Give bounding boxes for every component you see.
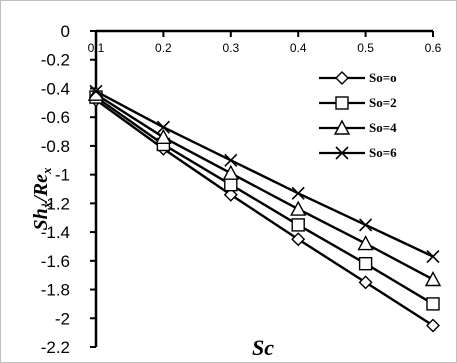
y-axis-title-sub2: x: [39, 167, 54, 175]
legend-item: So=4: [319, 119, 397, 135]
x-tick-label: 0.2: [155, 41, 172, 55]
series-line: [95, 90, 434, 258]
data-point: [89, 84, 103, 98]
y-tick-label: -1: [55, 166, 70, 185]
legend-label: So=o: [369, 70, 397, 85]
series-line: [95, 93, 434, 281]
legend-marker: [335, 71, 349, 85]
y-tick-label: -0.2: [41, 51, 70, 70]
series-layer: [87, 84, 442, 333]
x-tick-label: 0.4: [290, 41, 307, 55]
series-line: [95, 96, 434, 305]
data-point: [224, 177, 238, 192]
x-axis-title: Sc: [252, 335, 274, 360]
legend-label: So=2: [369, 95, 397, 110]
y-axis-title-sep: /Re: [30, 174, 52, 204]
data-point: [359, 218, 373, 232]
x-tick-label: 0.5: [357, 41, 374, 55]
y-axis-title-main: Sh: [30, 208, 52, 230]
data-point: [358, 256, 373, 271]
x-tick-label: 0.6: [425, 41, 442, 55]
y-tick-label: -2.2: [41, 338, 70, 357]
y-tick-label: -0.8: [41, 137, 70, 156]
data-point: [291, 186, 305, 200]
y-axis-title-sub: x: [39, 201, 54, 209]
data-point: [426, 318, 440, 333]
data-point: [224, 153, 238, 167]
legend-marker: [335, 146, 349, 160]
legend-label: So=4: [369, 120, 397, 135]
y-axis-title: Shx/Rex: [30, 167, 54, 231]
data-point: [357, 235, 374, 251]
data-point: [223, 187, 238, 202]
data-point: [291, 232, 306, 247]
legend: So=o So=2 So=4 So=6: [319, 70, 397, 160]
x-tick-label: 0.3: [222, 41, 239, 55]
legend-label: So=6: [369, 145, 397, 160]
data-point: [426, 297, 440, 311]
data-point: [156, 120, 170, 134]
y-tick-label: -0.4: [41, 79, 70, 98]
y-tick-label: -2: [55, 309, 70, 328]
legend-marker: [333, 119, 351, 135]
data-point: [222, 164, 239, 180]
legend-item: So=o: [319, 70, 397, 85]
x-tick-label: 0.1: [88, 41, 105, 55]
axes: 0 -0.2 -0.4 -0.6 -0.8 -1 -1.2 -1.4 -1.6 -1.8 -2 -2.…: [41, 22, 442, 357]
legend-item: So=2: [319, 95, 397, 110]
data-point: [424, 271, 442, 287]
data-point: [358, 275, 373, 290]
y-tick-label: -1.4: [41, 223, 70, 242]
legend-marker: [335, 96, 349, 110]
y-tick-label: 0: [61, 22, 70, 41]
data-point: [426, 249, 440, 264]
legend-item: So=6: [319, 145, 397, 160]
y-tick-label: -0.6: [41, 108, 70, 127]
series-4: [89, 84, 440, 264]
y-tick-label: -1.6: [41, 252, 70, 271]
y-tick-label: -1.8: [41, 281, 70, 300]
data-point: [291, 218, 305, 232]
y-tick-label: -1.2: [41, 194, 70, 213]
series-line: [95, 98, 434, 327]
data-point: [290, 200, 307, 216]
data-point: [155, 128, 172, 144]
